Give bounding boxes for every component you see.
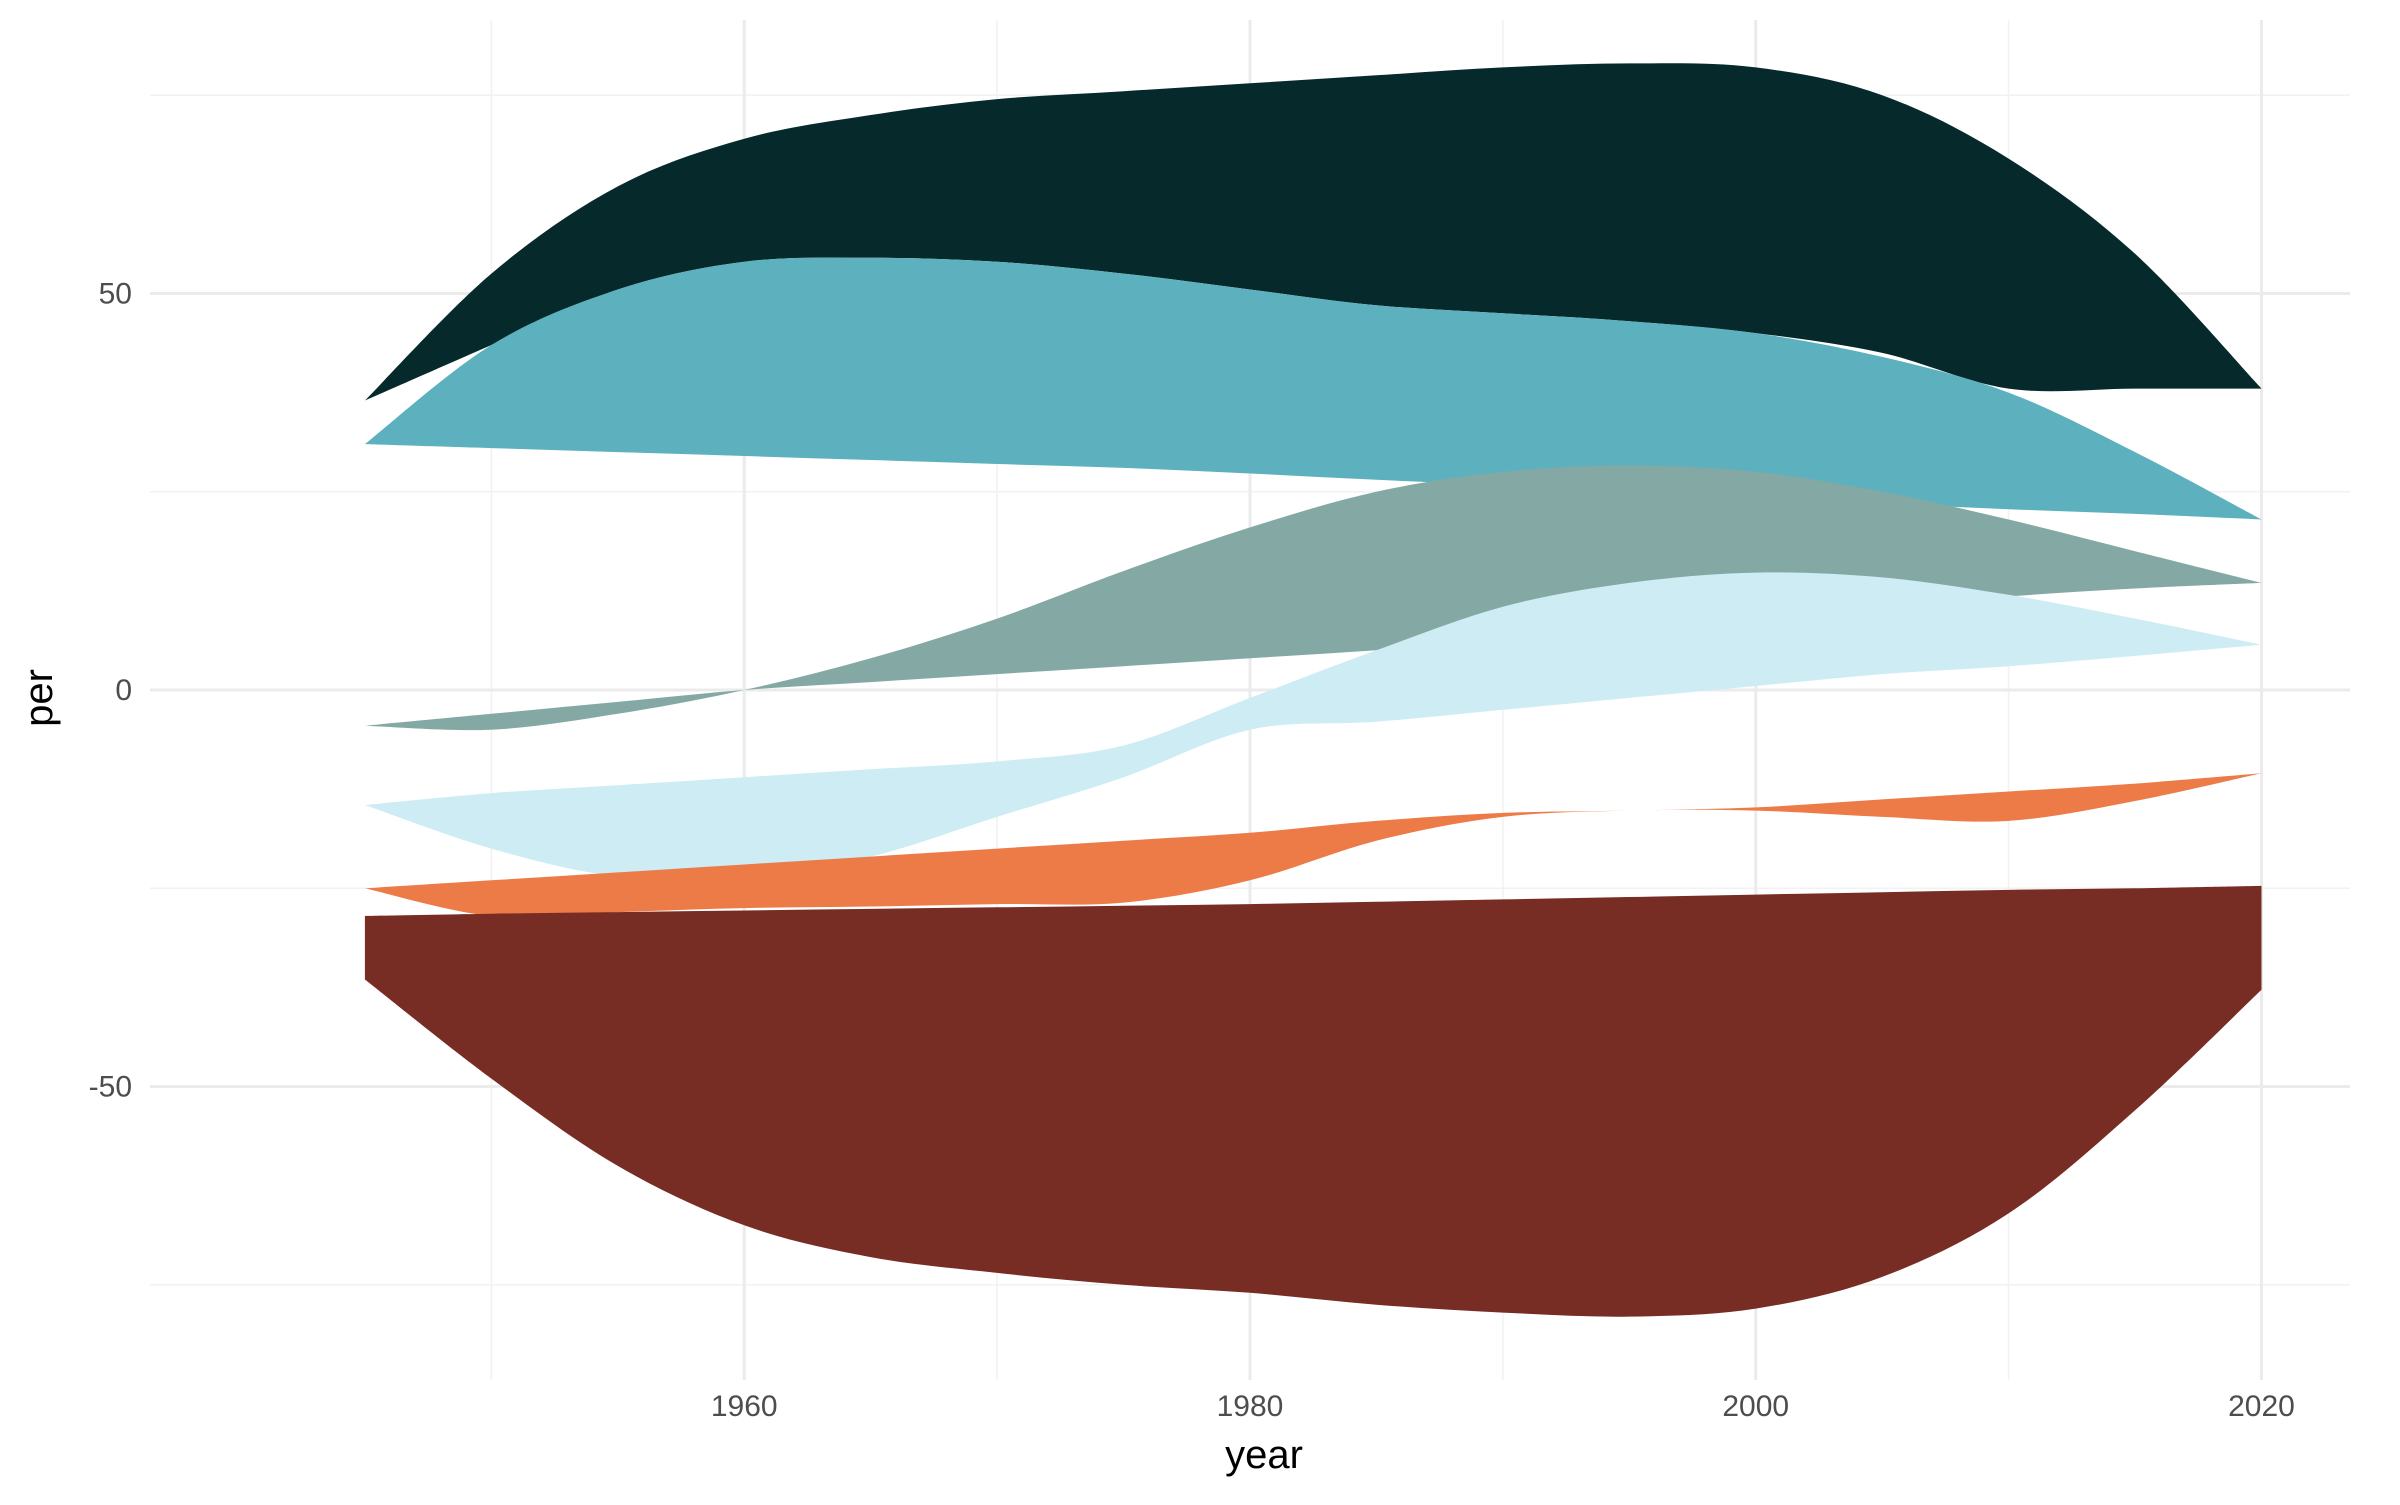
y-tick-label: -50 <box>89 1071 132 1104</box>
stream-area-5 <box>364 773 2262 918</box>
x-tick-label: 2020 <box>2228 1390 2295 1423</box>
stream-layers <box>364 63 2262 1317</box>
stream-area-1 <box>364 63 2262 401</box>
stream-area-6 <box>364 885 2262 1317</box>
x-tick-label: 1980 <box>1217 1390 1284 1423</box>
stream-area-2 <box>364 257 2262 520</box>
x-tick-label: 1960 <box>711 1390 778 1423</box>
y-axis-title: per <box>17 669 61 727</box>
x-tick-label: 2000 <box>1722 1390 1789 1423</box>
stream-area-3 <box>364 465 2262 731</box>
y-tick-label: 0 <box>115 674 132 707</box>
y-tick-label: 50 <box>99 277 132 310</box>
stream-area-4 <box>364 572 2262 880</box>
tick-labels: 1960 1980 2000 2020 -50 0 50 <box>89 277 2295 1423</box>
x-axis-title: year <box>1225 1433 1303 1477</box>
